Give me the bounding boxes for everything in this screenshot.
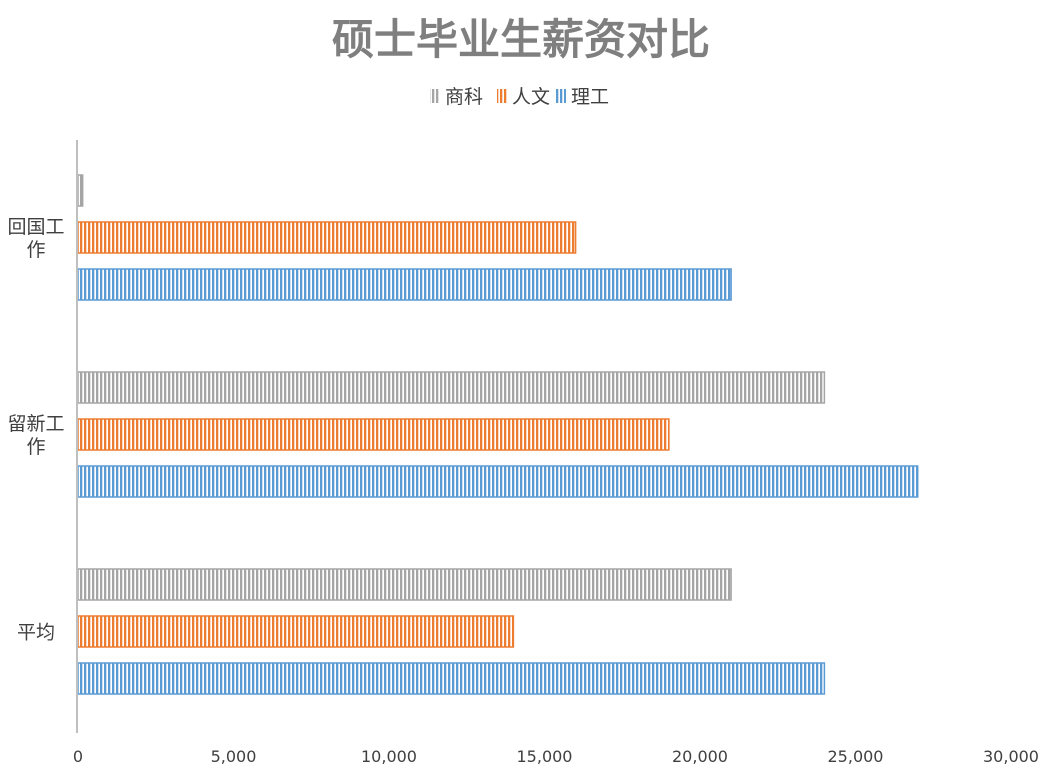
category-label-0: 回国工作 bbox=[7, 216, 64, 261]
chart-title: 硕士毕业生薪资对比 bbox=[332, 15, 710, 64]
bar-1-0 bbox=[77, 371, 826, 404]
category-label-1: 留新工作 bbox=[7, 413, 64, 458]
bar-0-1 bbox=[77, 221, 577, 254]
x-tick-label-4: 20,000 bbox=[672, 747, 728, 766]
legend: 商科 人文 理工 bbox=[430, 86, 609, 108]
legend-label-1: 人文 bbox=[512, 86, 550, 108]
x-axis-ticks: 0 5,000 10,000 15,000 20,000 25,000 30,000 bbox=[73, 747, 1039, 766]
legend-swatch-1 bbox=[497, 89, 507, 103]
bar-0-0 bbox=[77, 174, 84, 207]
x-tick-label-6: 30,000 bbox=[983, 747, 1039, 766]
bars-group bbox=[77, 174, 919, 695]
category-label-2: 平均 bbox=[17, 622, 55, 644]
x-tick-label-1: 5,000 bbox=[211, 747, 257, 766]
bar-2-0 bbox=[77, 568, 732, 601]
legend-swatch-0 bbox=[430, 89, 440, 103]
bar-1-2 bbox=[77, 465, 919, 498]
x-tick-label-5: 25,000 bbox=[828, 747, 884, 766]
x-tick-label-2: 10,000 bbox=[361, 747, 417, 766]
x-tick-label-0: 0 bbox=[73, 747, 83, 766]
legend-label-0: 商科 bbox=[445, 86, 483, 108]
bar-2-1 bbox=[77, 615, 515, 648]
bar-2-2 bbox=[77, 662, 826, 695]
legend-label-2: 理工 bbox=[571, 86, 609, 108]
bar-0-2 bbox=[77, 268, 732, 301]
legend-swatch-2 bbox=[556, 89, 566, 103]
x-tick-label-3: 15,000 bbox=[517, 747, 573, 766]
bar-1-1 bbox=[77, 418, 670, 451]
